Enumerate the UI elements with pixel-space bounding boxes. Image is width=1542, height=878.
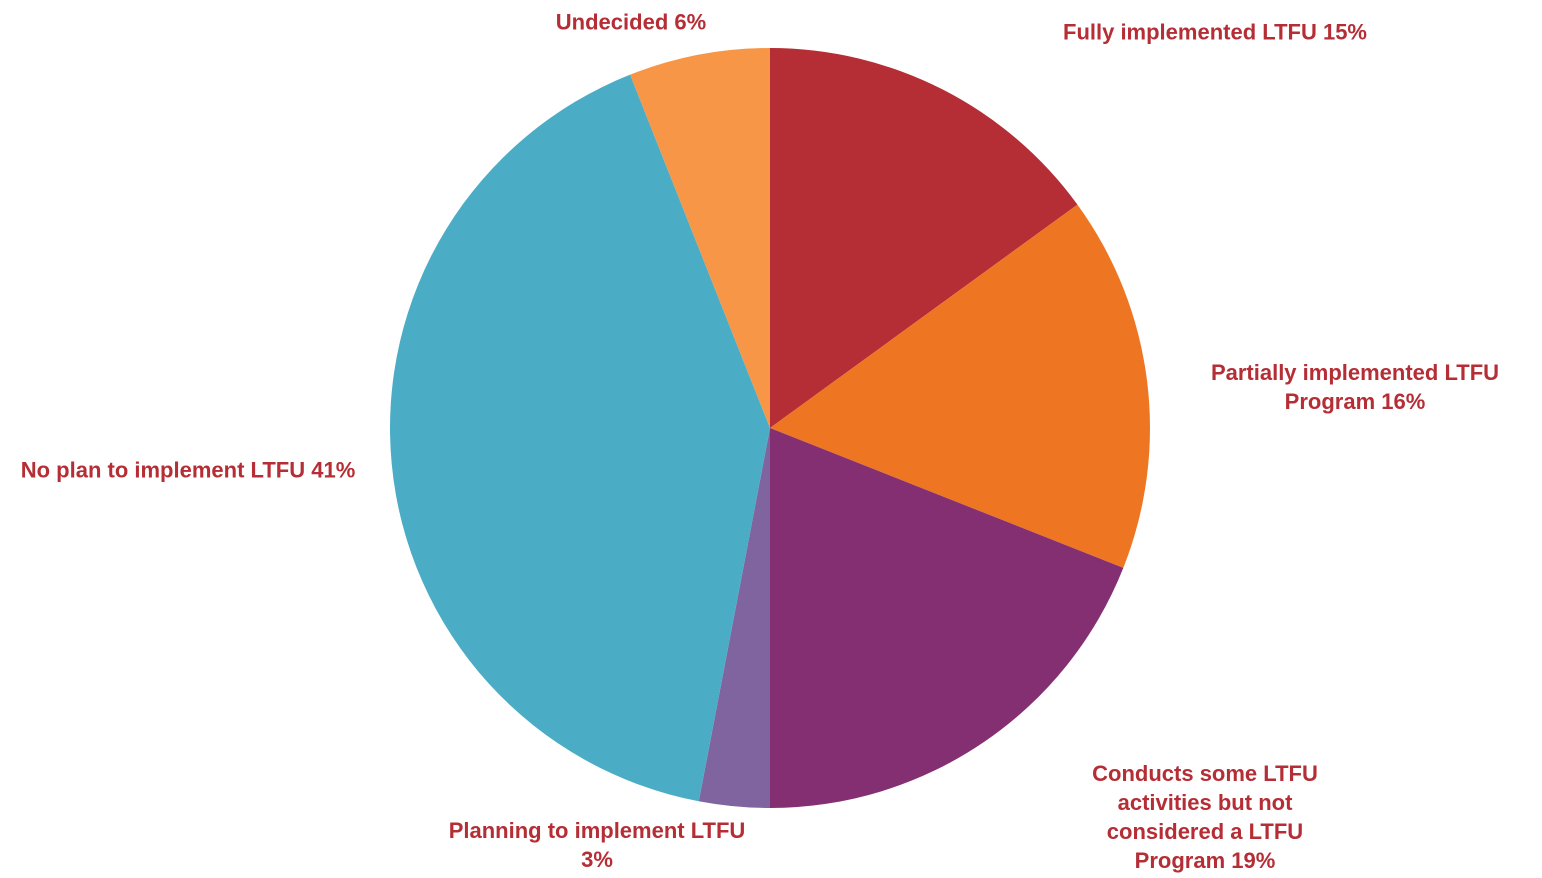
slice-label: Planning to implement LTFU 3% bbox=[447, 816, 747, 874]
category-name: Undecided bbox=[555, 9, 669, 35]
slice-label: Conducts some LTFU activities but not co… bbox=[1073, 759, 1338, 875]
category-name: No plan to implement LTFU bbox=[20, 457, 306, 483]
pie-slice bbox=[770, 48, 1078, 428]
category-name: Fully implemented LTFU bbox=[1063, 19, 1317, 45]
value-label: 16% bbox=[1381, 389, 1426, 414]
pie-slice bbox=[698, 428, 770, 808]
value-label: 15% bbox=[1322, 19, 1367, 45]
value-label: 3% bbox=[581, 847, 613, 872]
value-label: 19% bbox=[1231, 848, 1276, 873]
pie-slice bbox=[390, 74, 770, 802]
value-label: 6% bbox=[674, 9, 707, 35]
category-name: Partially implemented LTFU Program bbox=[1210, 360, 1500, 414]
slice-label: No plan to implement LTFU 41% bbox=[3, 456, 373, 485]
slice-label: Fully implemented LTFU 15% bbox=[995, 18, 1435, 47]
pie-slice bbox=[770, 204, 1151, 568]
value-label: 41% bbox=[311, 457, 356, 483]
slice-label: Partially implemented LTFU Program 16% bbox=[1170, 358, 1540, 416]
pie-slice bbox=[770, 428, 1124, 808]
pie-slice bbox=[630, 48, 770, 428]
slice-label: Undecided 6% bbox=[521, 8, 741, 37]
category-name: Conducts some LTFU activities but not co… bbox=[1092, 761, 1318, 873]
category-name: Planning to implement LTFU bbox=[448, 818, 746, 843]
